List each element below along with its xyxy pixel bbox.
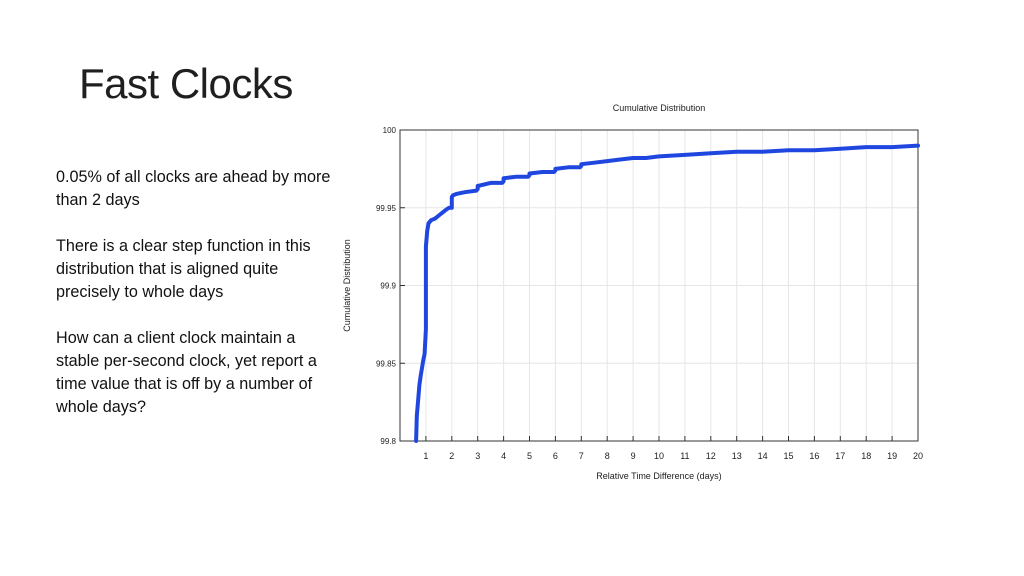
slide-body: 0.05% of all clocks are ahead by more th… xyxy=(56,166,341,442)
x-tick-label: 16 xyxy=(809,451,819,461)
x-tick-label: 6 xyxy=(553,451,558,461)
x-tick-label: 4 xyxy=(501,451,506,461)
y-tick-label: 99.8 xyxy=(380,437,396,446)
x-tick-label: 8 xyxy=(605,451,610,461)
x-tick-label: 15 xyxy=(783,451,793,461)
x-tick-label: 17 xyxy=(835,451,845,461)
x-tick-label: 5 xyxy=(527,451,532,461)
paragraph-1: 0.05% of all clocks are ahead by more th… xyxy=(56,168,331,209)
x-tick-label: 2 xyxy=(449,451,454,461)
paragraph-3: How can a client clock maintain a stable… xyxy=(56,329,317,416)
x-tick-label: 7 xyxy=(579,451,584,461)
x-tick-label: 13 xyxy=(732,451,742,461)
slide-title: Fast Clocks xyxy=(79,60,293,107)
chart-title: Cumulative Distribution xyxy=(613,103,706,113)
y-tick-label: 99.9 xyxy=(380,282,396,291)
y-axis-label: Cumulative Distribution xyxy=(342,239,352,332)
x-tick-label: 18 xyxy=(861,451,871,461)
x-tick-label: 9 xyxy=(631,451,636,461)
x-tick-label: 12 xyxy=(706,451,716,461)
series-line xyxy=(414,143,920,443)
cumulative-distribution-chart: 1 2 3 4 5 6 7 8 9 10 11 12 13 14 15 16 17 18 19 2099.899.85… xyxy=(342,103,923,481)
x-tick-label: 11 xyxy=(680,451,689,461)
x-tick-label: 1 xyxy=(423,451,428,461)
x-tick-label: 19 xyxy=(887,451,897,461)
x-tick-label: 10 xyxy=(654,451,664,461)
x-tick-label: 20 xyxy=(913,451,923,461)
y-tick-label: 99.95 xyxy=(376,204,397,213)
y-tick-label: 99.85 xyxy=(376,359,397,368)
x-tick-label: 3 xyxy=(475,451,480,461)
x-tick-label: 14 xyxy=(758,451,768,461)
y-tick-label: 100 xyxy=(383,126,397,135)
x-axis-label: Relative Time Difference (days) xyxy=(596,471,721,481)
paragraph-2: There is a clear step function in this d… xyxy=(56,237,311,301)
